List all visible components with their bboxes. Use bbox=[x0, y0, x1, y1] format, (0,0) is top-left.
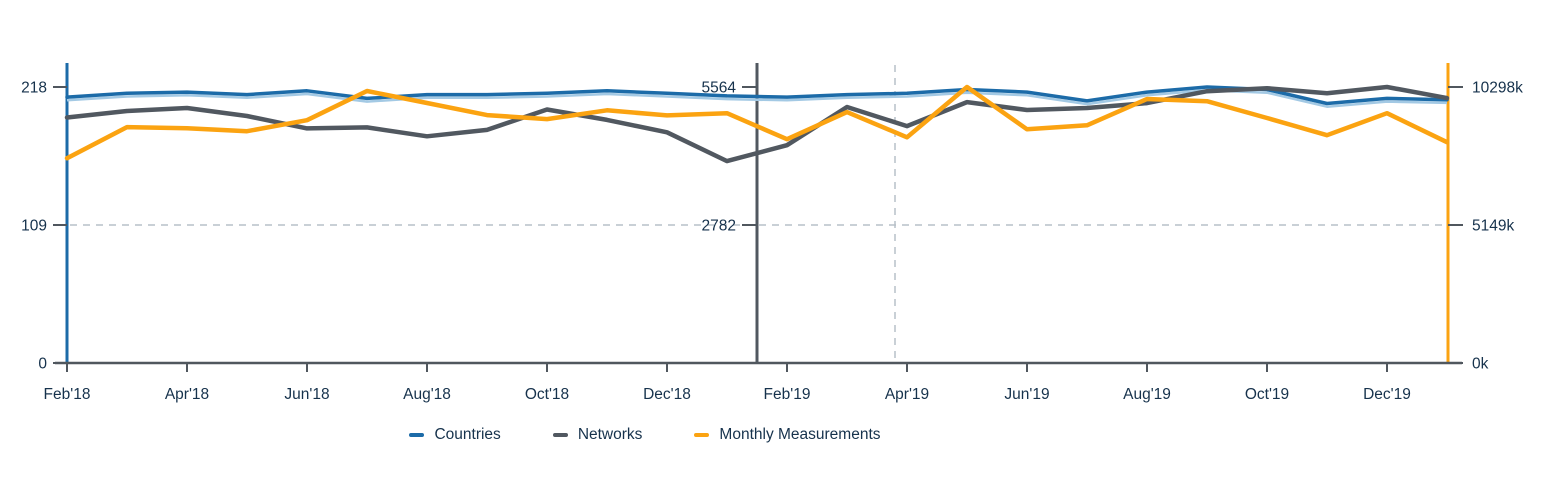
networks-legend-marker-icon bbox=[552, 432, 568, 438]
left-axis-tick-label: 0 bbox=[38, 356, 47, 373]
measurements-legend-marker-icon bbox=[694, 432, 710, 438]
right-axis-tick-label: 0k bbox=[1472, 356, 1489, 373]
x-axis-tick-label: Dec'19 bbox=[1363, 386, 1411, 403]
countries-legend-marker-icon bbox=[409, 432, 425, 438]
x-axis-tick-label: Dec'18 bbox=[643, 386, 691, 403]
x-axis-tick-label: Feb'19 bbox=[764, 386, 811, 403]
x-axis-tick-label: Jun'19 bbox=[1004, 386, 1049, 403]
right-axis-tick-label: 5149k bbox=[1472, 218, 1514, 235]
left-axis-tick-label: 109 bbox=[21, 218, 47, 235]
countries-line bbox=[65, 85, 1449, 106]
legend-item-measurements[interactable]: Monthly Measurements bbox=[694, 426, 881, 444]
legend-item-countries[interactable]: Countries bbox=[409, 426, 501, 444]
x-axis-tick-label: Oct'19 bbox=[1245, 386, 1289, 403]
legend-label-countries: Countries bbox=[434, 426, 501, 443]
x-axis-tick-label: Aug'19 bbox=[1123, 386, 1171, 403]
left-axis-tick-label: 218 bbox=[21, 80, 47, 97]
x-axis-tick-label: Feb'18 bbox=[44, 386, 91, 403]
x-axis-tick-label: Apr'18 bbox=[165, 386, 209, 403]
legend-label-measurements: Monthly Measurements bbox=[719, 426, 881, 443]
x-axis-tick-label: Oct'18 bbox=[525, 386, 569, 403]
middle-axis-tick-label: 5564 bbox=[702, 80, 737, 97]
middle-axis-tick-label: 2782 bbox=[702, 218, 736, 235]
chart-legend: Countries Networks Monthly Measurements bbox=[0, 426, 1290, 444]
x-axis-tick-label: Jun'18 bbox=[284, 386, 329, 403]
networks-line bbox=[64, 84, 1450, 164]
x-axis-tick-label: Apr'19 bbox=[885, 386, 929, 403]
right-axis-tick-label: 10298k bbox=[1472, 80, 1523, 97]
measurements-line bbox=[64, 84, 1450, 161]
legend-label-networks: Networks bbox=[577, 426, 643, 443]
legend-item-networks[interactable]: Networks bbox=[552, 426, 643, 444]
x-axis-tick-label: Aug'18 bbox=[403, 386, 451, 403]
